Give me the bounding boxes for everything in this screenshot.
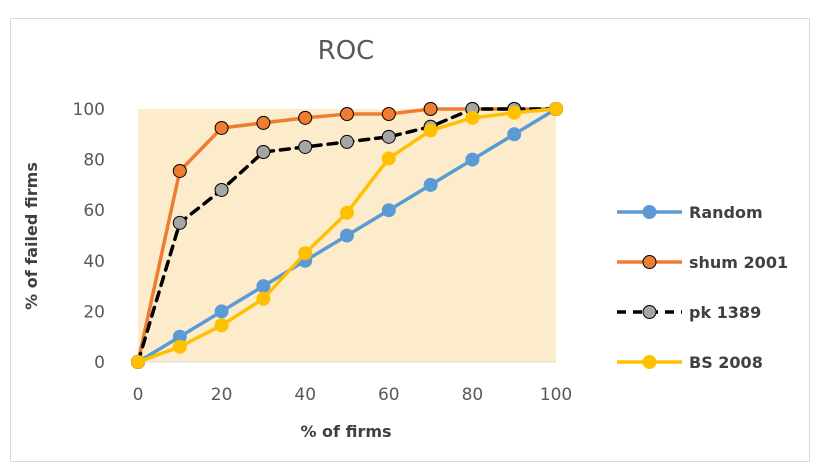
legend: Random shum 2001 pk 1389 BS 2008 — [617, 203, 788, 372]
data-point — [131, 355, 145, 369]
y-tick-label: 40 — [83, 252, 105, 272]
legend-label: pk 1389 — [689, 303, 761, 322]
data-point — [381, 107, 396, 122]
data-point — [214, 318, 229, 333]
data-point — [381, 151, 396, 166]
data-point — [298, 110, 313, 125]
data-point — [340, 107, 354, 122]
legend-item: shum 2001 — [617, 253, 788, 272]
y-tick-label: 100 — [73, 100, 105, 120]
data-point — [340, 228, 354, 243]
x-tick-label: 40 — [294, 385, 316, 405]
x-tick-label: 100 — [540, 385, 572, 405]
legend-item: BS 2008 — [617, 353, 763, 372]
y-tick-label: 60 — [83, 201, 105, 221]
x-axis-title: % of firms — [300, 422, 391, 441]
legend-item: pk 1389 — [617, 303, 761, 322]
data-point — [256, 279, 271, 294]
data-point — [214, 304, 229, 319]
data-point — [172, 339, 187, 354]
data-point — [507, 127, 522, 142]
series-bs-2008 — [131, 102, 563, 369]
chart-title: ROC — [318, 36, 375, 66]
data-point — [381, 203, 396, 218]
legend-swatch-marker — [642, 305, 657, 319]
data-point — [214, 182, 229, 197]
x-tick-label: 0 — [133, 385, 144, 405]
y-axis-title: % of failed firms — [22, 162, 41, 310]
x-tick-label: 60 — [378, 385, 400, 405]
data-point — [549, 102, 563, 116]
data-point — [172, 163, 187, 178]
x-tick-label: 80 — [462, 385, 484, 405]
data-point — [507, 105, 522, 120]
legend-swatch-marker — [642, 255, 657, 269]
data-point — [256, 115, 271, 130]
data-point — [340, 134, 354, 149]
legend-label: shum 2001 — [689, 253, 788, 272]
data-point — [340, 205, 354, 220]
y-tick-label: 0 — [94, 353, 105, 373]
legend-swatch-marker — [642, 355, 657, 369]
legend-label: Random — [689, 203, 763, 222]
legend-item: Random — [617, 203, 763, 222]
legend-swatch-marker — [642, 205, 657, 219]
data-point — [298, 246, 313, 261]
data-point — [423, 177, 438, 192]
data-point — [172, 215, 187, 230]
data-point — [465, 152, 480, 167]
data-point — [214, 120, 229, 135]
plot-area: 0 20 40 60 80 100 0 20 40 60 80 100 — [73, 100, 573, 405]
data-point — [298, 139, 313, 154]
data-point — [423, 102, 438, 116]
data-point — [465, 110, 480, 125]
series-random — [131, 102, 563, 369]
data-point — [256, 291, 271, 306]
data-point — [423, 123, 438, 138]
data-point — [256, 145, 271, 160]
y-tick-label: 80 — [83, 151, 105, 171]
legend-label: BS 2008 — [689, 353, 763, 372]
y-tick-label: 20 — [83, 302, 105, 322]
data-point — [381, 129, 396, 144]
x-tick-label: 20 — [211, 385, 233, 405]
